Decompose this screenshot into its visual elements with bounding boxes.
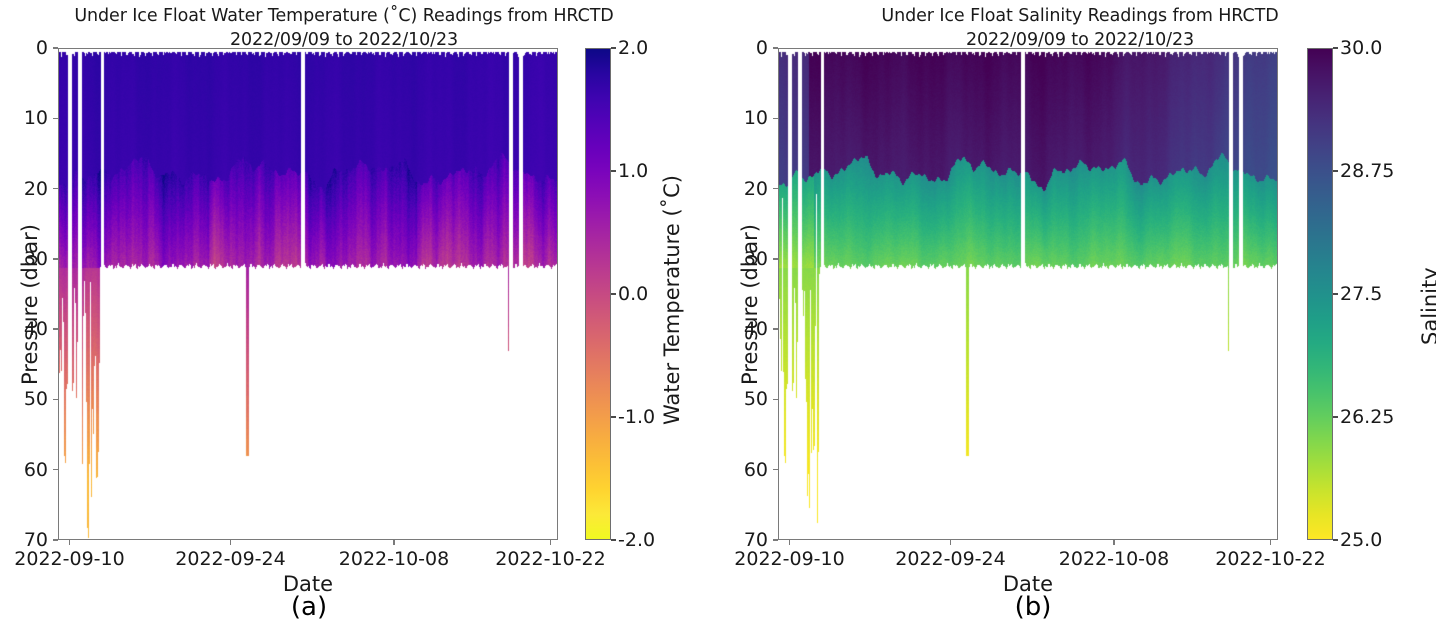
x-tick-mark bbox=[949, 540, 952, 545]
y-tick-label: 10 bbox=[23, 107, 48, 130]
y-tick-mark bbox=[773, 539, 778, 541]
panel-b-y-axis-label: Pressure (dbar) bbox=[738, 224, 762, 385]
x-tick-label: 2022-10-08 bbox=[1058, 548, 1170, 570]
colorbar-tick-label: 0.0 bbox=[618, 283, 649, 305]
panel-a-y-axis-label: Pressure (dbar) bbox=[18, 224, 42, 385]
colorbar-tick-mark bbox=[1333, 539, 1338, 541]
y-tick-label: 40 bbox=[23, 318, 48, 341]
y-tick-mark bbox=[773, 398, 778, 401]
y-tick-label: 60 bbox=[743, 458, 768, 481]
y-tick-mark bbox=[53, 469, 58, 471]
y-tick-label: 20 bbox=[743, 177, 768, 200]
y-tick-mark bbox=[53, 258, 58, 260]
y-tick-mark bbox=[773, 117, 778, 119]
colorbar-tick-mark bbox=[1333, 170, 1338, 172]
y-tick-label: 50 bbox=[743, 388, 768, 411]
panel-b-colorbar-label: Salinity bbox=[1418, 267, 1436, 345]
x-tick-mark bbox=[788, 540, 791, 545]
panel-b-title-line2: 2022/09/09 to 2022/10/23 bbox=[965, 30, 1195, 50]
panel-b-plot-area bbox=[778, 48, 1278, 540]
x-tick-mark bbox=[1269, 540, 1272, 545]
panel-b-colorbar bbox=[1307, 48, 1333, 540]
colorbar-tick-mark bbox=[1333, 47, 1338, 49]
y-tick-label: 30 bbox=[23, 247, 48, 270]
y-tick-label: 0 bbox=[755, 37, 768, 59]
colorbar-tick-mark bbox=[1333, 293, 1338, 295]
y-tick-label: 30 bbox=[743, 247, 768, 270]
y-tick-mark bbox=[53, 187, 58, 190]
y-tick-mark bbox=[773, 187, 778, 190]
y-tick-label: 20 bbox=[23, 177, 48, 200]
colorbar-tick-label: 30.0 bbox=[1340, 37, 1383, 59]
x-tick-label: 2022-10-22 bbox=[1215, 548, 1326, 570]
x-tick-label: 2022-10-08 bbox=[338, 548, 450, 570]
colorbar-tick-label: 2.0 bbox=[618, 37, 649, 59]
y-tick-mark bbox=[773, 258, 778, 260]
panel-b: Under Ice Float Salinity Readings from H… bbox=[718, 0, 1436, 635]
colorbar-tick-label: 27.5 bbox=[1340, 283, 1383, 305]
panel-a-title: Under Ice Float Water Temperature (˚C) R… bbox=[4, 4, 684, 52]
y-tick-mark bbox=[773, 47, 778, 49]
colorbar-tick-mark bbox=[611, 170, 616, 172]
colorbar-tick-mark bbox=[1333, 416, 1338, 418]
y-tick-label: 70 bbox=[743, 529, 768, 551]
y-tick-label: 40 bbox=[743, 318, 768, 341]
panel-a-caption: (a) bbox=[290, 592, 328, 622]
y-tick-mark bbox=[53, 539, 58, 541]
y-tick-mark bbox=[773, 469, 778, 471]
colorbar-tick-label: -1.0 bbox=[618, 406, 656, 428]
x-tick-label: 2022-09-24 bbox=[175, 548, 286, 570]
x-tick-label: 2022-10-22 bbox=[495, 548, 606, 570]
panel-a-title-line2: 2022/09/09 to 2022/10/23 bbox=[229, 30, 459, 50]
x-tick-mark bbox=[68, 540, 71, 545]
x-tick-mark bbox=[549, 540, 552, 545]
colorbar-tick-mark bbox=[611, 416, 616, 418]
y-tick-mark bbox=[53, 398, 58, 401]
panel-b-title-line1: Under Ice Float Salinity Readings from H… bbox=[881, 6, 1279, 26]
x-tick-mark bbox=[1113, 540, 1115, 545]
y-tick-label: 50 bbox=[23, 388, 48, 411]
colorbar-tick-label: 28.75 bbox=[1340, 160, 1395, 182]
y-tick-label: 70 bbox=[23, 529, 48, 551]
x-tick-label: 2022-09-24 bbox=[895, 548, 1006, 570]
colorbar-tick-label: 26.25 bbox=[1340, 406, 1395, 428]
x-tick-mark bbox=[229, 540, 232, 545]
y-tick-mark bbox=[53, 328, 58, 330]
panel-a-title-line1: Under Ice Float Water Temperature (˚C) R… bbox=[74, 6, 614, 26]
panel-a: Under Ice Float Water Temperature (˚C) R… bbox=[4, 4, 684, 622]
panel-b-title: Under Ice Float Salinity Readings from H… bbox=[740, 4, 1420, 52]
x-tick-mark bbox=[393, 540, 395, 545]
y-tick-mark bbox=[53, 47, 58, 49]
y-tick-label: 0 bbox=[35, 37, 48, 59]
x-tick-label: 2022-09-10 bbox=[14, 548, 125, 570]
panel-a-colorbar bbox=[585, 48, 611, 540]
panel-b-caption: (b) bbox=[1014, 592, 1052, 622]
colorbar-tick-label: 25.0 bbox=[1340, 529, 1383, 551]
colorbar-tick-label: -2.0 bbox=[618, 529, 656, 551]
panel-b-x-axis-label: Date bbox=[1002, 572, 1054, 596]
colorbar-tick-mark bbox=[611, 539, 616, 541]
colorbar-tick-mark bbox=[611, 47, 616, 49]
colorbar-tick-label: 1.0 bbox=[618, 160, 649, 182]
y-tick-mark bbox=[773, 328, 778, 330]
colorbar-tick-mark bbox=[611, 293, 616, 295]
y-tick-mark bbox=[53, 117, 58, 119]
y-tick-label: 10 bbox=[743, 107, 768, 130]
panel-a-x-axis-label: Date bbox=[282, 572, 334, 596]
panel-a-plot-area bbox=[58, 48, 558, 540]
panel-a-colorbar-label: Water Temperature (˚C) bbox=[660, 174, 684, 425]
x-tick-label: 2022-09-10 bbox=[734, 548, 845, 570]
y-tick-label: 60 bbox=[23, 458, 48, 481]
